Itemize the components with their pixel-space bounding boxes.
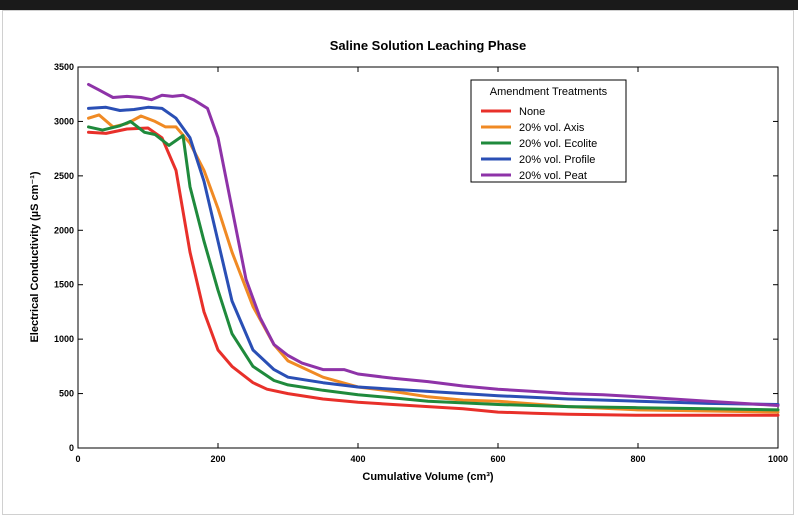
series-line bbox=[87, 105, 780, 406]
x-tick-label: 800 bbox=[630, 454, 645, 464]
axes: 0 200 400 600 800 1000 0 500 1000 1500 2000 2500 300… bbox=[54, 62, 788, 464]
y-tick-label: 0 bbox=[69, 443, 74, 453]
legend: Amendment Treatments None 20% vol. Axis 20%… bbox=[470, 79, 627, 183]
y-tick-label: 2000 bbox=[54, 225, 74, 235]
series-line bbox=[87, 126, 780, 417]
legend-title: Amendment Treatments bbox=[490, 86, 608, 98]
y-tick-label: 500 bbox=[59, 389, 74, 399]
y-tick-label: 1500 bbox=[54, 280, 74, 290]
x-tick-label: 400 bbox=[350, 454, 365, 464]
legend-entry: 20% vol. Profile bbox=[519, 154, 595, 166]
x-axis-label: Cumulative Volume (cm³) bbox=[362, 471, 494, 483]
x-tick-label: 1000 bbox=[768, 454, 788, 464]
figure-frame bbox=[2, 10, 794, 515]
x-tick-label: 0 bbox=[75, 454, 80, 464]
top-bar bbox=[0, 0, 798, 10]
y-axis-label: Electrical Conductivity (µS cm⁻¹) bbox=[29, 171, 41, 342]
series-line bbox=[87, 119, 780, 412]
y-tick-label: 1000 bbox=[54, 334, 74, 344]
plot-area-border bbox=[77, 66, 779, 449]
legend-entry: 20% vol. Ecolite bbox=[519, 138, 597, 150]
legend-entry: None bbox=[519, 106, 545, 118]
legend-entry: 20% vol. Axis bbox=[519, 122, 585, 134]
y-tick-label: 2500 bbox=[54, 171, 74, 181]
chart-title: Saline Solution Leaching Phase bbox=[330, 38, 527, 53]
legend-entry: 20% vol. Peat bbox=[519, 170, 587, 182]
series-line bbox=[87, 82, 780, 407]
x-tick-label: 600 bbox=[490, 454, 505, 464]
y-tick-label: 3000 bbox=[54, 116, 74, 126]
x-tick-label: 200 bbox=[210, 454, 225, 464]
series-lines bbox=[87, 82, 780, 417]
y-tick-label: 3500 bbox=[54, 62, 74, 72]
series-line bbox=[87, 113, 780, 414]
legend-box bbox=[470, 79, 627, 183]
